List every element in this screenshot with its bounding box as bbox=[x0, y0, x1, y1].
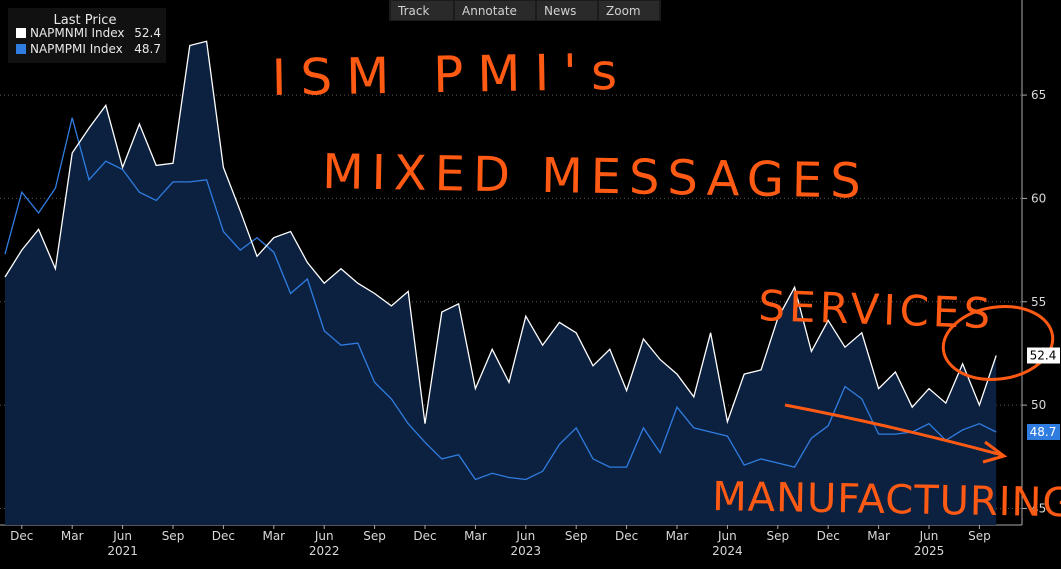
x-tick-label: Mar bbox=[666, 529, 689, 543]
x-tick-label: Dec bbox=[413, 529, 436, 543]
series-line bbox=[4, 40, 997, 425]
plot-area: 45 50 55 60 65 Dec Mar Jun Sep Dec Mar Jun Sep Dec Mar… bbox=[0, 0, 1046, 558]
y-tick-label: 55 bbox=[1031, 295, 1046, 309]
x-tick-label: Sep bbox=[162, 529, 185, 543]
x-tick-label: Jun bbox=[112, 529, 132, 543]
x-tick-label: Sep bbox=[968, 529, 991, 543]
last-value-label: 48.7 bbox=[1030, 425, 1057, 439]
legend-swatch bbox=[16, 44, 26, 54]
y-tick-label: 65 bbox=[1031, 88, 1046, 102]
x-tick-label: Dec bbox=[615, 529, 638, 543]
x-tick-label: Jun bbox=[717, 529, 737, 543]
annotation-circle bbox=[941, 305, 1055, 381]
button-bg[interactable] bbox=[599, 1, 659, 20]
annotation: ISM PMI's bbox=[271, 43, 631, 107]
last-value-tag bbox=[1027, 347, 1060, 364]
x-tick-label: Jun bbox=[919, 529, 939, 543]
legend-label: NAPMPMI Index bbox=[30, 42, 123, 56]
y-tick-label: 45 bbox=[1031, 501, 1046, 515]
x-tick-label: Mar bbox=[867, 529, 890, 543]
year-label: 2022 bbox=[309, 544, 340, 558]
x-tick-label: Mar bbox=[61, 529, 84, 543]
legend-title: Last Price bbox=[54, 13, 117, 28]
button-bg[interactable] bbox=[455, 1, 535, 20]
year-label: 2025 bbox=[914, 544, 945, 558]
y-tick-label: 60 bbox=[1031, 191, 1046, 205]
legend-bg bbox=[8, 8, 166, 63]
x-tick-label: Dec bbox=[212, 529, 235, 543]
annotation-arrow bbox=[784, 403, 1003, 457]
x-tick-label: Sep bbox=[565, 529, 588, 543]
zoom-label[interactable]: Zoom bbox=[606, 4, 641, 18]
legend-value: 48.7 bbox=[134, 42, 161, 56]
year-label: 2024 bbox=[712, 544, 743, 558]
annotate-label[interactable]: Annotate bbox=[462, 4, 517, 18]
legend-swatch bbox=[16, 28, 26, 38]
x-tick-label: Dec bbox=[10, 529, 33, 543]
arrow-head bbox=[982, 440, 1008, 464]
x-tick-label: Sep bbox=[766, 529, 789, 543]
x-tick-label: Jun bbox=[515, 529, 535, 543]
year-label: 2023 bbox=[511, 544, 542, 558]
legend: Last Price bbox=[8, 8, 166, 63]
zoom-button[interactable]: Zoom bbox=[599, 1, 659, 20]
annotation: MANUFACTURING bbox=[712, 474, 1061, 526]
last-value-tag bbox=[1027, 423, 1060, 440]
x-tick-label: Jun bbox=[314, 529, 334, 543]
button-bg[interactable] bbox=[391, 1, 453, 20]
x-tick-label: Sep bbox=[363, 529, 386, 543]
year-label: 2021 bbox=[107, 544, 138, 558]
annotate-button[interactable]: Annotate bbox=[455, 1, 535, 20]
button-bg[interactable] bbox=[537, 1, 597, 20]
legend-label: NAPMNMI Index bbox=[30, 26, 125, 40]
last-value-label: 52.4 bbox=[1030, 349, 1057, 363]
track-button[interactable]: Track bbox=[391, 1, 453, 20]
area-fill bbox=[5, 41, 997, 526]
toolbar: Track Annotate News Zoom bbox=[389, 0, 661, 21]
annotation: SERVICES bbox=[758, 281, 995, 338]
series-line bbox=[4, 117, 997, 481]
x-tick-label: Dec bbox=[817, 529, 840, 543]
x-tick-label: Mar bbox=[464, 529, 487, 543]
track-label[interactable]: Track bbox=[397, 4, 429, 18]
y-tick-label: 50 bbox=[1031, 398, 1046, 412]
legend-value: 52.4 bbox=[134, 26, 161, 40]
news-button[interactable]: News bbox=[537, 1, 597, 20]
annotation: MIXED MESSAGES bbox=[322, 144, 869, 210]
news-label[interactable]: News bbox=[544, 4, 576, 18]
x-tick-label: Mar bbox=[262, 529, 285, 543]
